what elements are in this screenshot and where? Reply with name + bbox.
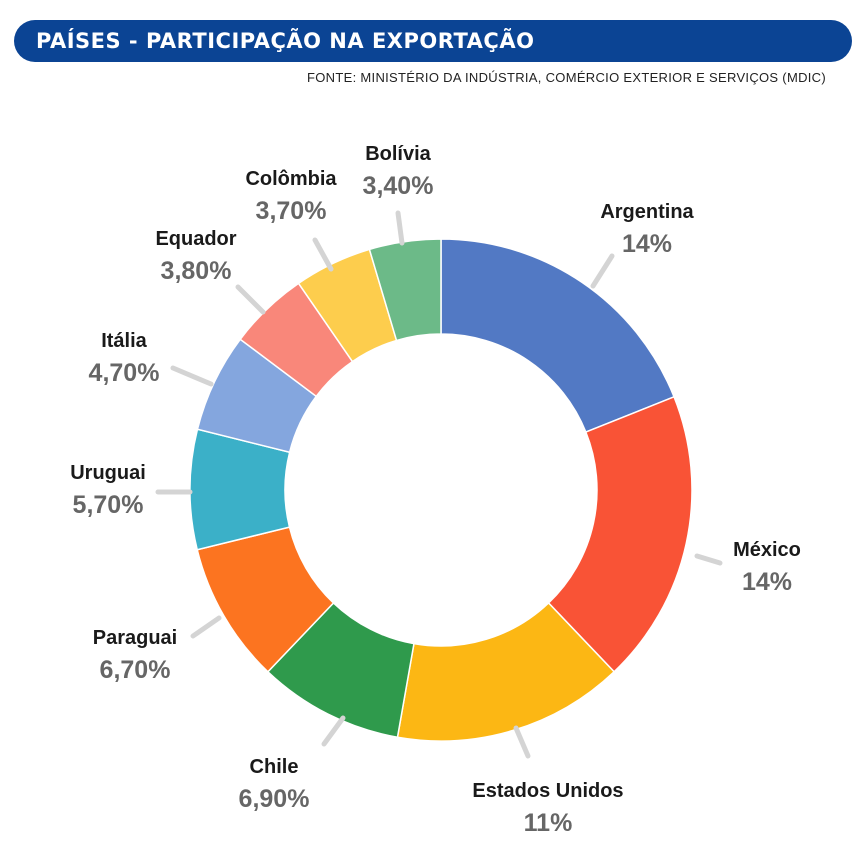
slice-value-label: 14% xyxy=(742,568,792,596)
slice-label: Colômbia xyxy=(245,168,337,190)
slice-label: Argentina xyxy=(600,201,694,223)
slice-value-label: 14% xyxy=(622,230,672,258)
slice-label: Estados Unidos xyxy=(472,780,623,802)
leader-line xyxy=(590,253,615,289)
chart-title: PAÍSES - PARTICIPAÇÃO NA EXPORTAÇÃO xyxy=(36,29,535,53)
slice-label: Bolívia xyxy=(365,143,431,165)
slice-label: México xyxy=(733,539,801,561)
leader-line xyxy=(513,725,531,759)
slice-value-label: 11% xyxy=(524,809,573,837)
slice-value-label: 3,80% xyxy=(161,257,232,285)
slice-value-label: 4,70% xyxy=(89,359,160,387)
source-note: FONTE: MINISTÉRIO DA INDÚSTRIA, COMÉRCIO… xyxy=(307,70,826,85)
slice-value-label: 3,70% xyxy=(256,197,327,225)
slice-bolívia xyxy=(368,238,442,342)
leader-line xyxy=(235,284,266,315)
slice-label: Paraguai xyxy=(93,627,177,649)
slice-argentina xyxy=(440,238,676,434)
slice-value-label: 5,70% xyxy=(73,491,144,519)
leader-line xyxy=(694,553,723,566)
slice-méxico xyxy=(547,395,693,673)
slice-label: Equador xyxy=(155,228,236,250)
leader-line xyxy=(170,365,214,387)
slice-label: Uruguai xyxy=(70,462,146,484)
slice-value-label: 6,90% xyxy=(239,785,310,813)
slice-value-label: 6,70% xyxy=(100,656,171,684)
leader-line xyxy=(395,210,405,246)
slice-label: Chile xyxy=(250,756,299,778)
slice-value-label: 3,40% xyxy=(363,172,434,200)
leader-line xyxy=(312,237,334,272)
title-bar: PAÍSES - PARTICIPAÇÃO NA EXPORTAÇÃO xyxy=(14,20,852,62)
slice-label: Itália xyxy=(101,330,147,352)
leader-line xyxy=(321,715,346,747)
leader-line xyxy=(190,615,222,639)
